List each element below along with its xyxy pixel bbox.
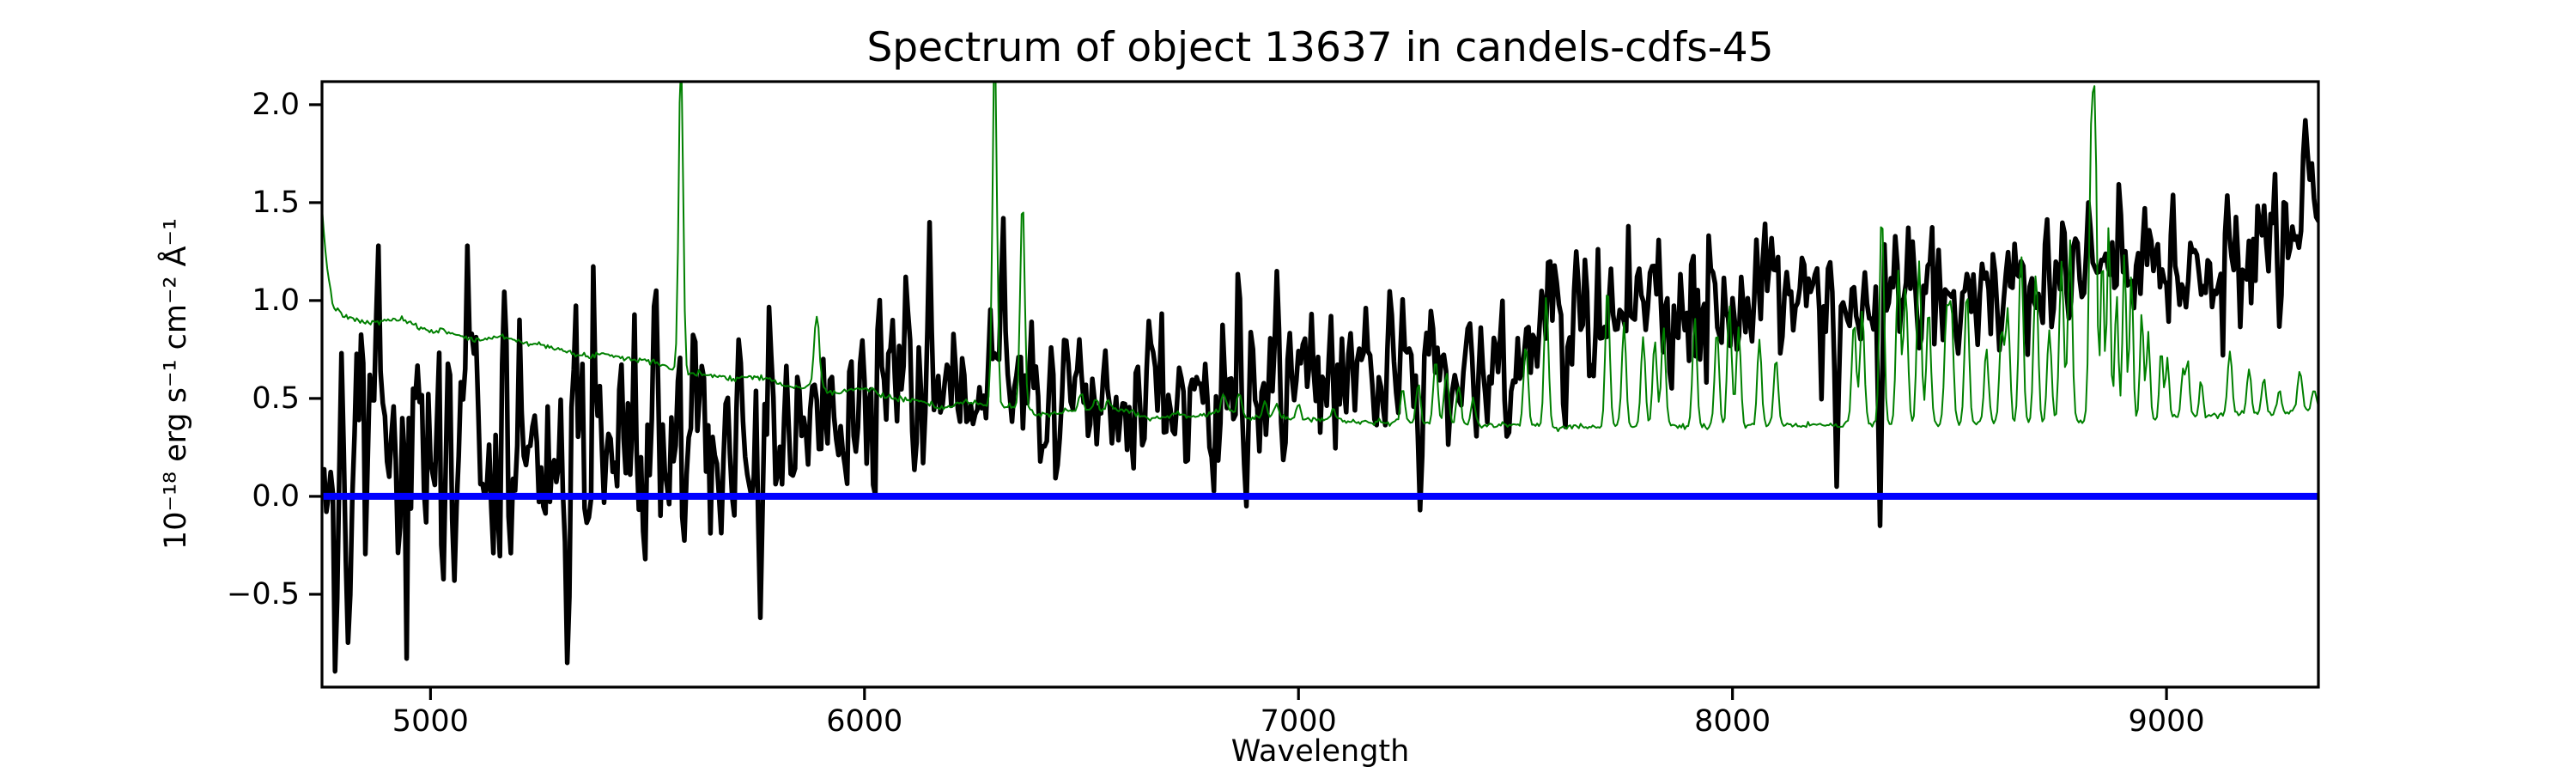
x-tick-label: 8000 <box>1694 704 1771 739</box>
noise-spectrum-line <box>322 82 2318 433</box>
y-tick-label: 2.0 <box>252 87 300 122</box>
plot-title: Spectrum of object 13637 in candels-cdfs… <box>866 24 1774 71</box>
y-tick-label: 1.0 <box>252 283 300 318</box>
y-tick-label: 0.0 <box>252 478 300 514</box>
flux-spectrum-line <box>322 118 2318 674</box>
series-group <box>322 82 2318 674</box>
y-tick-label: 1.5 <box>252 185 300 220</box>
y-tick-marks <box>309 103 322 596</box>
x-tick-label: 6000 <box>826 704 903 739</box>
x-tick-label: 7000 <box>1260 704 1337 739</box>
y-tick-label: 0.5 <box>252 380 300 416</box>
axes-frame <box>320 80 2320 689</box>
x-axis-label: Wavelength <box>1230 734 1410 769</box>
y-tick-label: −0.5 <box>227 576 300 612</box>
x-tick-label: 5000 <box>392 704 469 739</box>
x-tick-marks <box>428 687 2168 700</box>
x-tick-label: 9000 <box>2128 704 2205 739</box>
